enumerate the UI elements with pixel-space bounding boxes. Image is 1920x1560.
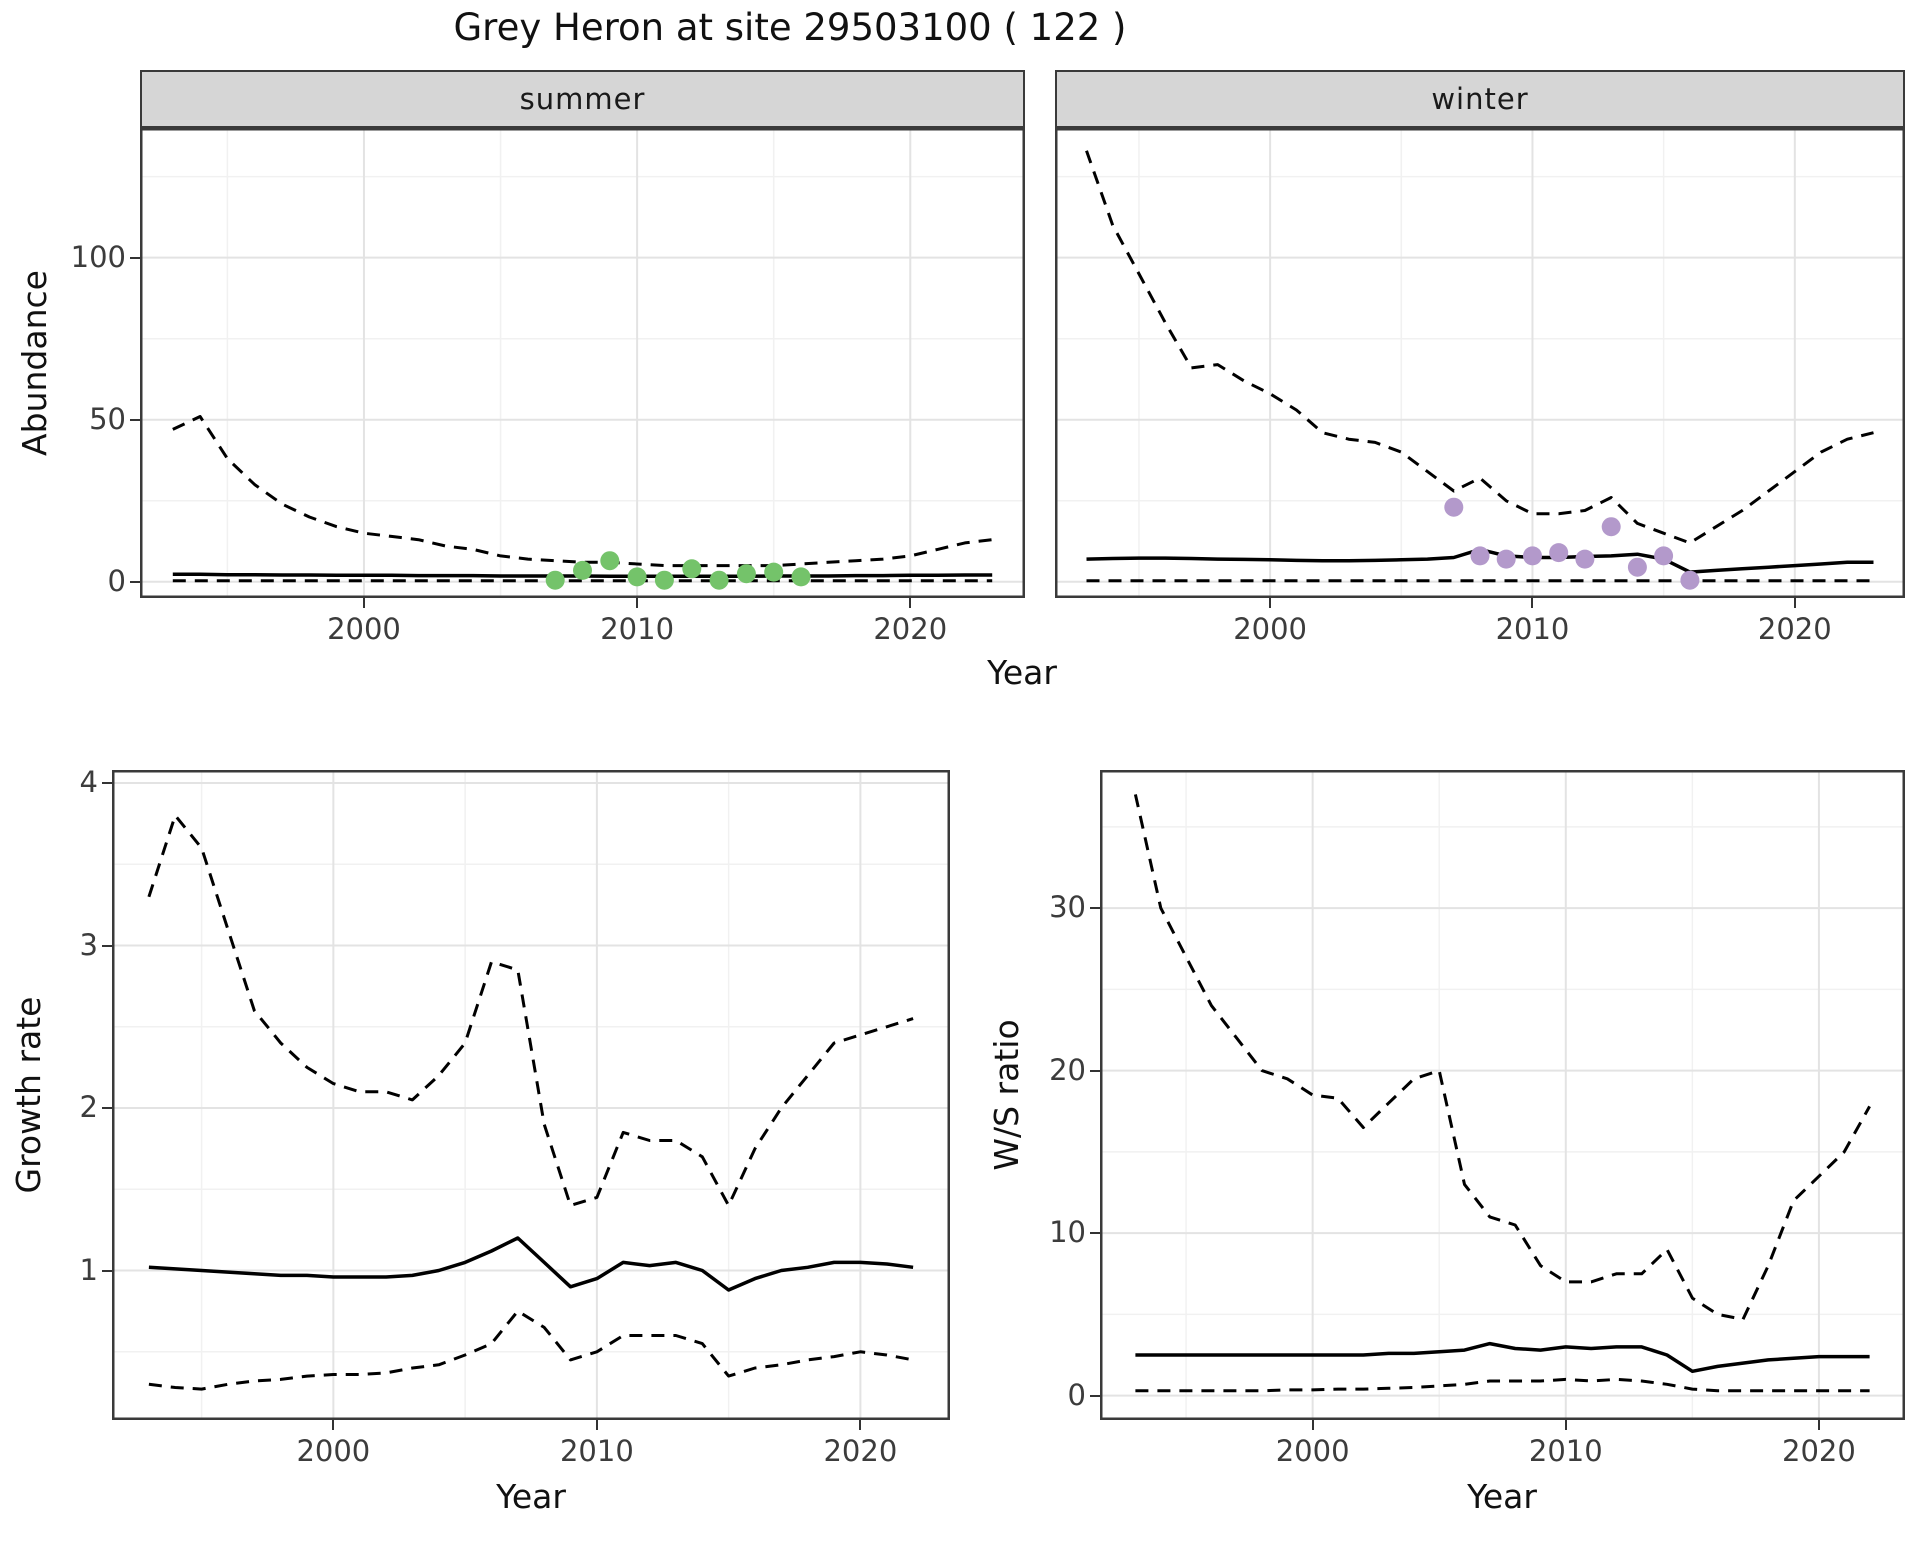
x-tick-label: 2000 <box>1233 612 1308 646</box>
x-tick-label: 2000 <box>296 1434 371 1468</box>
x-tick-mark <box>1269 598 1272 608</box>
y-tick-label: 3 <box>79 927 98 962</box>
figure-title: Grey Heron at site 29503100 ( 122 ) <box>453 6 1127 49</box>
y-tick-label: 2 <box>79 1090 98 1124</box>
x-axis-title-year-bottom-left: Year <box>496 1476 566 1516</box>
x-tick-label: 2010 <box>600 612 675 646</box>
point-observed-counts <box>1523 546 1542 566</box>
x-tick-label: 2010 <box>559 1434 634 1468</box>
y-tick-mark <box>102 1107 112 1109</box>
x-tick-label: 2020 <box>1782 1434 1856 1468</box>
y-tick-mark <box>130 418 140 421</box>
x-tick-label: 2020 <box>873 612 948 646</box>
x-tick-mark <box>1793 598 1796 608</box>
y-tick-label: 1 <box>79 1252 98 1287</box>
y-tick-mark <box>102 1269 112 1272</box>
point-observed-counts <box>545 570 565 590</box>
facet-strip-summer: summer <box>140 70 1025 128</box>
facet-strip-winter: winter <box>1055 70 1905 128</box>
point-observed-counts <box>1680 570 1700 590</box>
point-observed-counts <box>627 567 647 587</box>
x-tick-label: 2020 <box>823 1434 898 1468</box>
x-axis-title-year-bottom-right: Year <box>1467 1476 1537 1516</box>
x-tick-mark <box>1817 1420 1820 1430</box>
point-observed-counts <box>709 570 729 590</box>
y-tick-mark <box>102 944 112 947</box>
x-tick-mark <box>1311 1420 1314 1430</box>
y-tick-label: 100 <box>70 239 126 274</box>
point-observed-counts <box>764 562 784 582</box>
series-upper-ci <box>147 814 914 1207</box>
x-tick-label: 2010 <box>1495 612 1570 646</box>
y-tick-mark <box>1090 1232 1100 1235</box>
point-observed-counts <box>1470 546 1490 566</box>
series-upper-ci <box>1085 150 1874 545</box>
x-tick-mark <box>595 1420 598 1430</box>
x-tick-mark <box>909 598 912 608</box>
point-observed-counts <box>1601 517 1621 537</box>
facet-strip-summer-label: summer <box>519 82 646 116</box>
point-observed-counts <box>1496 549 1516 569</box>
x-tick-mark <box>362 598 365 608</box>
y-tick-label: 50 <box>89 401 126 436</box>
y-tick-mark <box>1090 1069 1100 1072</box>
chart-abundance-winter <box>1055 128 1905 598</box>
chart-growth-rate <box>112 770 950 1420</box>
y-axis-title-abundance: Abundance <box>14 270 54 456</box>
series-lower-ci <box>148 1309 914 1391</box>
y-tick-mark <box>1090 907 1100 910</box>
point-observed-counts <box>1654 546 1674 566</box>
series-estimate <box>148 1236 914 1292</box>
point-observed-counts <box>1549 543 1569 563</box>
point-observed-counts <box>1627 557 1647 577</box>
point-observed-counts <box>791 567 811 587</box>
chart-abundance-summer <box>140 128 1025 598</box>
point-observed-counts <box>1444 497 1464 517</box>
y-tick-mark <box>1090 1394 1100 1397</box>
point-observed-counts <box>654 570 674 590</box>
x-tick-label: 2000 <box>327 612 401 646</box>
x-tick-label: 2020 <box>1757 612 1832 646</box>
x-tick-mark <box>1564 1420 1567 1430</box>
facet-strip-winter-label: winter <box>1431 82 1529 116</box>
y-tick-label: 4 <box>79 765 98 799</box>
y-tick-mark <box>130 580 140 583</box>
y-tick-label: 30 <box>1049 890 1086 925</box>
x-tick-mark <box>332 1420 335 1430</box>
point-observed-counts <box>736 564 756 584</box>
point-observed-counts <box>573 560 592 580</box>
x-tick-mark <box>1531 598 1534 608</box>
x-tick-label: 2000 <box>1275 1434 1350 1468</box>
x-axis-title-year-top: Year <box>987 652 1057 692</box>
y-tick-mark <box>102 782 112 784</box>
x-tick-mark <box>859 1420 862 1430</box>
y-tick-label: 20 <box>1049 1052 1086 1087</box>
point-observed-counts <box>682 559 702 579</box>
point-observed-counts <box>1575 549 1595 569</box>
series-upper-ci <box>1133 794 1871 1321</box>
x-tick-label: 2010 <box>1528 1434 1603 1468</box>
series-estimate <box>1135 1341 1870 1374</box>
y-tick-label: 0 <box>1067 1377 1086 1412</box>
series-upper-ci <box>172 415 993 568</box>
y-tick-label: 0 <box>107 563 126 598</box>
x-tick-mark <box>636 598 639 608</box>
y-tick-mark <box>130 256 140 259</box>
series-lower-ci <box>1135 1377 1870 1393</box>
chart-ws-ratio <box>1100 770 1905 1420</box>
y-tick-label: 10 <box>1049 1215 1086 1250</box>
point-observed-counts <box>600 551 620 571</box>
